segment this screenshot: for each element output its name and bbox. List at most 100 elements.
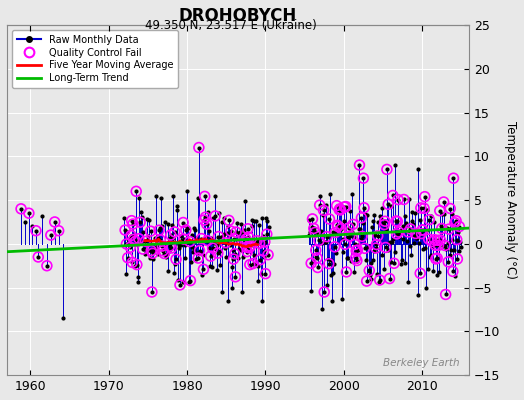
Point (199, 266, 208, 272)
Point (129, 236, 138, 243)
Point (158, 243, 167, 249)
Point (315, 202, 324, 208)
Point (231, 250, 239, 257)
Point (313, 255, 321, 261)
Point (25, 210, 33, 216)
Point (242, 236, 250, 242)
Point (323, 234, 331, 240)
Point (385, 275, 394, 282)
Point (244, 234, 253, 240)
Point (425, 216, 433, 223)
Point (390, 260, 398, 266)
Point (310, 225, 318, 232)
Point (455, 223, 464, 230)
Point (445, 226, 453, 232)
Point (411, 230, 420, 237)
Point (225, 217, 233, 224)
Text: Berkeley Earth: Berkeley Earth (383, 358, 460, 368)
Point (155, 227, 163, 234)
Point (214, 250, 222, 256)
Point (135, 236, 143, 242)
Point (246, 262, 254, 268)
Point (433, 255, 441, 261)
Point (200, 217, 209, 223)
Point (419, 227, 427, 233)
Point (136, 219, 144, 226)
Point (342, 269, 351, 275)
Point (360, 204, 368, 211)
Point (122, 241, 130, 247)
Point (392, 218, 400, 224)
Point (342, 203, 350, 210)
Point (441, 291, 450, 298)
Point (340, 204, 348, 210)
Point (345, 225, 353, 231)
Point (194, 255, 202, 261)
Point (359, 175, 367, 181)
Point (449, 268, 457, 275)
Point (54, 228, 63, 234)
Point (363, 278, 371, 284)
Point (381, 218, 389, 224)
Point (232, 229, 241, 235)
Point (214, 233, 223, 240)
Point (311, 229, 319, 236)
Point (180, 236, 188, 242)
Point (47, 232, 55, 238)
Point (320, 289, 329, 295)
Point (244, 226, 252, 232)
Text: 49.350 N, 23.517 E (Ukraine): 49.350 N, 23.517 E (Ukraine) (145, 20, 316, 32)
Point (441, 242, 449, 249)
Point (452, 218, 460, 224)
Point (185, 238, 194, 245)
Point (132, 188, 140, 194)
Point (159, 248, 167, 254)
Point (336, 206, 344, 212)
Point (260, 239, 269, 245)
Point (416, 270, 424, 276)
Point (358, 233, 366, 240)
Point (451, 220, 459, 226)
Point (121, 227, 129, 233)
Point (133, 262, 141, 268)
Point (126, 244, 135, 250)
Point (361, 245, 369, 252)
Point (372, 241, 380, 248)
Point (148, 250, 157, 256)
Point (231, 274, 239, 280)
Point (211, 213, 220, 219)
Legend: Raw Monthly Data, Quality Control Fail, Five Year Moving Average, Long-Term Tren: Raw Monthly Data, Quality Control Fail, … (12, 30, 178, 88)
Point (381, 244, 390, 251)
Point (128, 259, 136, 266)
Point (17, 206, 25, 212)
Point (417, 205, 425, 211)
Point (380, 222, 388, 228)
Point (393, 218, 401, 225)
Point (333, 222, 342, 228)
Point (449, 175, 457, 181)
Point (253, 238, 261, 244)
Point (127, 218, 136, 224)
Point (453, 256, 462, 262)
Point (353, 257, 361, 264)
Point (172, 256, 180, 262)
Point (315, 237, 323, 244)
Point (245, 245, 253, 251)
Point (138, 246, 147, 252)
Point (243, 248, 252, 255)
Point (352, 248, 361, 254)
Point (195, 247, 204, 254)
Point (202, 221, 211, 227)
Point (167, 232, 175, 238)
Point (43, 262, 51, 269)
Point (170, 229, 179, 235)
Point (34, 254, 42, 260)
Point (206, 253, 215, 259)
Point (241, 238, 249, 245)
Point (156, 237, 165, 243)
Point (418, 227, 427, 233)
Point (357, 215, 366, 221)
Point (203, 238, 212, 244)
Point (436, 237, 445, 243)
Point (222, 240, 230, 246)
